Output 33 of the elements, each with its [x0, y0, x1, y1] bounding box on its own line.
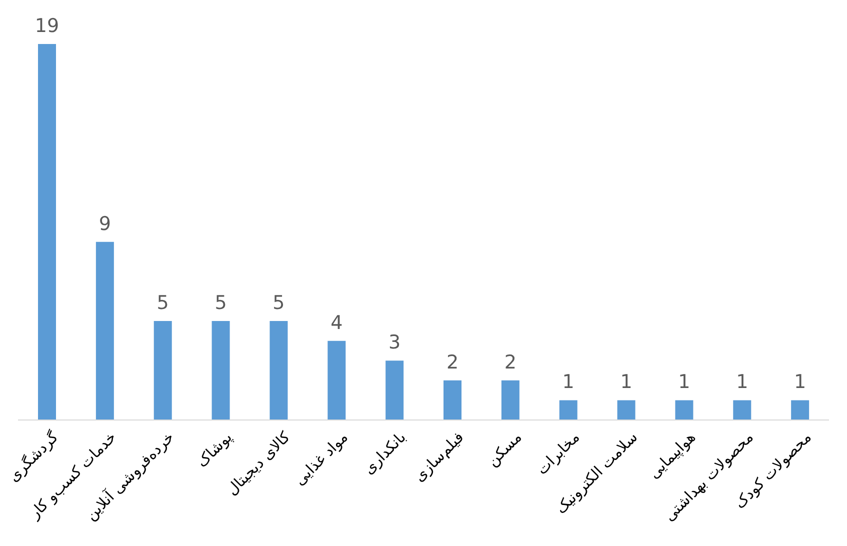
- bar: [791, 400, 810, 420]
- data-label: 5: [272, 292, 285, 314]
- x-tick-label: هواپیمایی: [644, 428, 700, 482]
- x-tick-label: مواد غذایی: [290, 428, 352, 489]
- bar: [154, 321, 172, 420]
- bar: [328, 340, 346, 420]
- data-label: 19: [34, 15, 60, 37]
- data-label: 5: [214, 292, 227, 314]
- bar: [386, 360, 404, 420]
- data-label: 1: [794, 371, 806, 394]
- bar: [270, 321, 288, 420]
- data-label: 1: [562, 371, 574, 394]
- bar: [96, 242, 114, 420]
- data-label: 2: [446, 351, 459, 374]
- bar: [617, 400, 636, 420]
- bar: [675, 400, 694, 420]
- data-label: 1: [620, 371, 632, 394]
- data-label: 5: [156, 292, 169, 314]
- data-label: 9: [98, 212, 111, 235]
- x-tick-label: مسکن: [483, 428, 526, 470]
- data-label: 3: [388, 332, 401, 354]
- data-label: 1: [678, 371, 690, 394]
- bar: [212, 321, 230, 420]
- data-label: 4: [330, 312, 343, 334]
- x-tick-label: بانکداری: [360, 428, 410, 478]
- bar: [501, 380, 520, 420]
- data-label: 1: [736, 371, 748, 394]
- x-tick-label: فیلم‌سازی: [410, 428, 468, 486]
- bar: [444, 380, 462, 420]
- data-label: 2: [504, 351, 516, 374]
- bar: [38, 44, 56, 420]
- bar: [733, 400, 752, 420]
- bar: [559, 400, 578, 420]
